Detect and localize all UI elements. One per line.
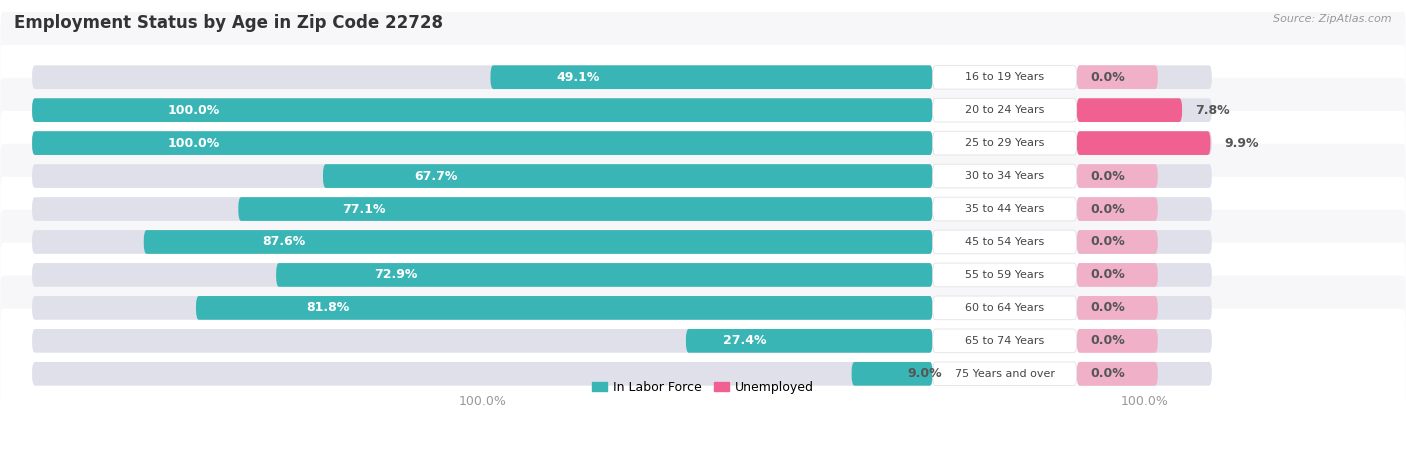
FancyBboxPatch shape (32, 98, 932, 122)
FancyBboxPatch shape (932, 197, 1077, 221)
Text: 9.9%: 9.9% (1225, 137, 1258, 150)
Text: 65 to 74 Years: 65 to 74 Years (965, 336, 1045, 346)
FancyBboxPatch shape (852, 362, 932, 386)
FancyBboxPatch shape (32, 263, 932, 287)
FancyBboxPatch shape (686, 329, 932, 353)
FancyBboxPatch shape (1077, 98, 1212, 122)
FancyBboxPatch shape (932, 98, 1077, 122)
FancyBboxPatch shape (1077, 296, 1212, 320)
FancyBboxPatch shape (0, 144, 1406, 274)
Text: 100.0%: 100.0% (458, 395, 506, 408)
Text: 75 Years and over: 75 Years and over (955, 369, 1054, 379)
FancyBboxPatch shape (32, 230, 932, 254)
FancyBboxPatch shape (0, 243, 1406, 373)
FancyBboxPatch shape (32, 329, 932, 353)
Text: 16 to 19 Years: 16 to 19 Years (965, 72, 1045, 82)
FancyBboxPatch shape (1077, 164, 1212, 188)
Text: 0.0%: 0.0% (1090, 235, 1125, 249)
FancyBboxPatch shape (0, 111, 1406, 241)
FancyBboxPatch shape (1077, 197, 1212, 221)
FancyBboxPatch shape (932, 65, 1077, 89)
Text: 49.1%: 49.1% (557, 71, 600, 84)
FancyBboxPatch shape (932, 296, 1077, 320)
Text: 9.0%: 9.0% (907, 367, 942, 380)
Text: 0.0%: 0.0% (1090, 268, 1125, 281)
FancyBboxPatch shape (1077, 65, 1157, 89)
Text: Source: ZipAtlas.com: Source: ZipAtlas.com (1274, 14, 1392, 23)
Text: 0.0%: 0.0% (1090, 202, 1125, 216)
Text: 81.8%: 81.8% (307, 301, 350, 314)
FancyBboxPatch shape (1077, 230, 1212, 254)
FancyBboxPatch shape (932, 230, 1077, 254)
FancyBboxPatch shape (1077, 131, 1212, 155)
FancyBboxPatch shape (276, 263, 932, 287)
Text: 100.0%: 100.0% (167, 104, 219, 117)
Text: 0.0%: 0.0% (1090, 170, 1125, 183)
Text: 0.0%: 0.0% (1090, 71, 1125, 84)
FancyBboxPatch shape (0, 308, 1406, 439)
FancyBboxPatch shape (1077, 362, 1157, 386)
Text: 55 to 59 Years: 55 to 59 Years (965, 270, 1045, 280)
FancyBboxPatch shape (0, 78, 1406, 208)
FancyBboxPatch shape (1077, 263, 1157, 287)
FancyBboxPatch shape (1077, 65, 1212, 89)
FancyBboxPatch shape (1077, 98, 1182, 122)
Text: 0.0%: 0.0% (1090, 367, 1125, 380)
FancyBboxPatch shape (1077, 164, 1157, 188)
FancyBboxPatch shape (491, 65, 932, 89)
Text: 20 to 24 Years: 20 to 24 Years (965, 105, 1045, 115)
FancyBboxPatch shape (1077, 131, 1211, 155)
FancyBboxPatch shape (1077, 296, 1157, 320)
FancyBboxPatch shape (32, 197, 932, 221)
FancyBboxPatch shape (932, 263, 1077, 287)
FancyBboxPatch shape (932, 362, 1077, 386)
FancyBboxPatch shape (932, 131, 1077, 155)
FancyBboxPatch shape (143, 230, 932, 254)
Text: 30 to 34 Years: 30 to 34 Years (965, 171, 1045, 181)
FancyBboxPatch shape (932, 164, 1077, 188)
FancyBboxPatch shape (32, 98, 932, 122)
FancyBboxPatch shape (0, 276, 1406, 406)
Legend: In Labor Force, Unemployed: In Labor Force, Unemployed (592, 381, 814, 394)
FancyBboxPatch shape (32, 131, 932, 155)
FancyBboxPatch shape (1077, 329, 1212, 353)
Text: 87.6%: 87.6% (262, 235, 305, 249)
Text: 35 to 44 Years: 35 to 44 Years (965, 204, 1045, 214)
FancyBboxPatch shape (1077, 362, 1212, 386)
FancyBboxPatch shape (1077, 263, 1212, 287)
Text: 60 to 64 Years: 60 to 64 Years (965, 303, 1045, 313)
FancyBboxPatch shape (0, 177, 1406, 307)
FancyBboxPatch shape (32, 164, 932, 188)
Text: 67.7%: 67.7% (415, 170, 458, 183)
FancyBboxPatch shape (32, 131, 932, 155)
Text: 0.0%: 0.0% (1090, 334, 1125, 347)
Text: 77.1%: 77.1% (343, 202, 387, 216)
FancyBboxPatch shape (932, 329, 1077, 353)
FancyBboxPatch shape (32, 296, 932, 320)
Text: Employment Status by Age in Zip Code 22728: Employment Status by Age in Zip Code 227… (14, 14, 443, 32)
Text: 100.0%: 100.0% (167, 137, 219, 150)
FancyBboxPatch shape (238, 197, 932, 221)
Text: 0.0%: 0.0% (1090, 301, 1125, 314)
FancyBboxPatch shape (195, 296, 932, 320)
FancyBboxPatch shape (32, 362, 932, 386)
Text: 25 to 29 Years: 25 to 29 Years (965, 138, 1045, 148)
FancyBboxPatch shape (1077, 230, 1157, 254)
FancyBboxPatch shape (32, 65, 932, 89)
FancyBboxPatch shape (0, 45, 1406, 175)
FancyBboxPatch shape (0, 210, 1406, 340)
FancyBboxPatch shape (323, 164, 932, 188)
Text: 72.9%: 72.9% (374, 268, 418, 281)
FancyBboxPatch shape (1077, 197, 1157, 221)
Text: 7.8%: 7.8% (1195, 104, 1230, 117)
Text: 45 to 54 Years: 45 to 54 Years (965, 237, 1045, 247)
Text: 100.0%: 100.0% (1121, 395, 1168, 408)
FancyBboxPatch shape (1077, 329, 1157, 353)
FancyBboxPatch shape (0, 12, 1406, 143)
Text: 27.4%: 27.4% (723, 334, 766, 347)
